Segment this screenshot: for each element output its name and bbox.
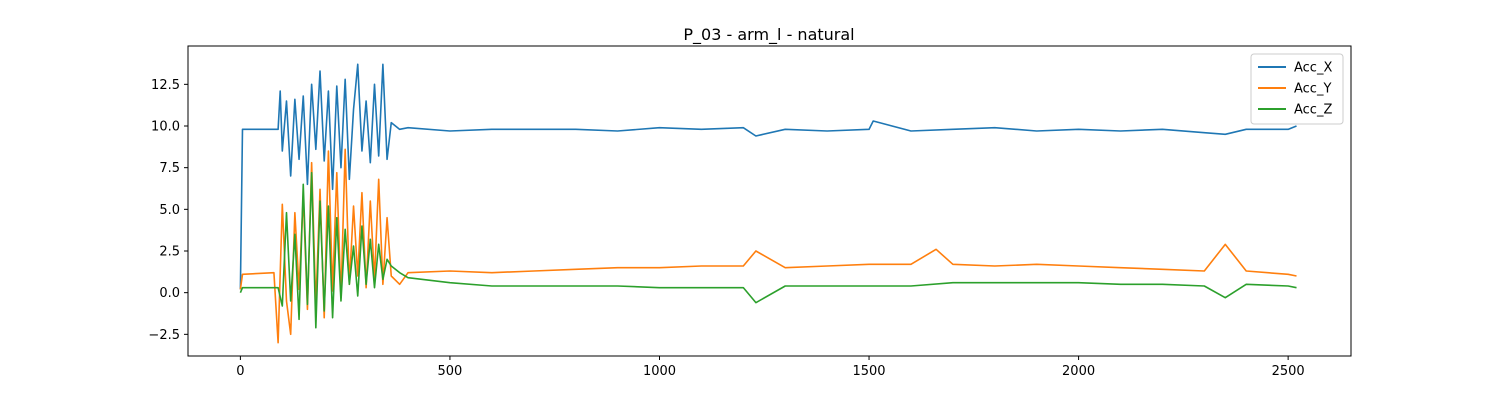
series-line-acc-z [239,171,1297,329]
series-line-acc-x [239,63,1297,290]
x-tick-label: 0 [236,364,244,379]
y-axis: −2.5 0.0 2.5 5.0 7.5 10.0 12.5 [148,78,188,343]
legend: Acc_X Acc_Y Acc_Z [1250,53,1344,125]
x-tick-label: 500 [438,364,463,379]
y-tick-label: 0.0 [159,286,180,301]
x-axis: 0 500 1000 1500 2000 2500 [236,356,1305,379]
y-tick-label: 12.5 [151,78,180,93]
y-tick-label: −2.5 [148,328,180,343]
y-tick-label: 10.0 [151,120,180,135]
y-tick-label: 7.5 [159,161,180,176]
y-tick-label: 2.5 [159,245,180,260]
legend-box [1250,53,1344,125]
x-tick-label: 2500 [1272,364,1305,379]
plot-area [187,45,1352,357]
legend-label: Acc_Z [1294,103,1332,118]
legend-label: Acc_X [1294,61,1332,76]
chart-title: P_03 - arm_l - natural [683,25,854,45]
x-tick-label: 1500 [852,364,885,379]
y-tick-label: 5.0 [159,203,180,218]
x-tick-label: 2000 [1062,364,1095,379]
x-tick-label: 1000 [643,364,676,379]
series-layer [239,63,1297,344]
legend-label: Acc_Y [1294,82,1331,97]
